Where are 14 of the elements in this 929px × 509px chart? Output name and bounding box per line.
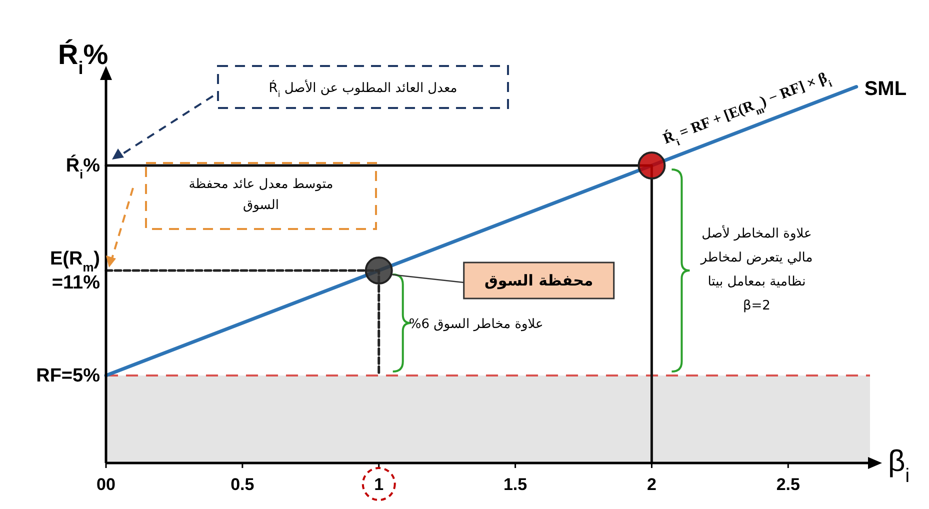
y-tick-label: RF=5% (36, 366, 100, 386)
annotation: محفظة السوق (484, 272, 594, 290)
y-tick-label: Ŕ$_{i}$% (66, 154, 100, 182)
y-tick-label: E(R$_{m}$) =11% (50, 248, 100, 294)
annotation: علاوة مخاطر السوق 6% (408, 317, 544, 332)
x-tick-label: 1 (374, 475, 384, 494)
x-tick-label: 00 (96, 475, 116, 494)
x-axis-title: β$_{i}$ (888, 445, 910, 487)
x-tick-label: 2.5 (776, 475, 800, 494)
annotation: متوسط معدل عائد محفظة السوق (188, 177, 334, 213)
x-tick-label: 1.5 (503, 475, 528, 494)
x-tick-label: 0.5 (230, 475, 254, 494)
x-tick-label: 2 (646, 475, 656, 494)
series-label: SML (864, 78, 907, 100)
